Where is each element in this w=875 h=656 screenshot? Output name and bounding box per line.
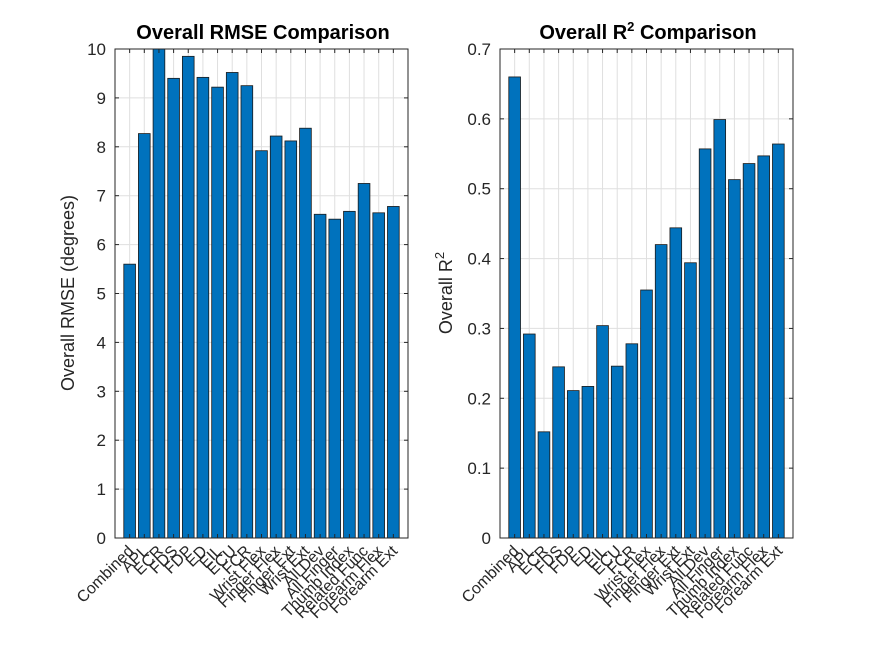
r2-bar [728, 179, 741, 539]
rmse-bar [387, 206, 400, 539]
r2-chart-panel: Overall R2 Comparison 00.10.20.30.40.50.… [432, 19, 794, 622]
r2-bar [713, 119, 727, 539]
rmse-bar [255, 150, 268, 539]
rmse-bar [372, 212, 385, 539]
r2-y-tick-label: 0.2 [467, 389, 491, 408]
r2-bar [566, 390, 580, 539]
rmse-bar [123, 263, 136, 539]
r2-bar [669, 227, 683, 539]
r2-bar [552, 366, 565, 539]
r2-bar [772, 143, 785, 539]
rmse-chart-title: Overall RMSE Comparison [136, 22, 389, 44]
rmse-chart-panel: Overall RMSE Comparison 012345678910Comb… [58, 22, 409, 622]
rmse-y-tick-label: 0 [97, 529, 106, 548]
r2-bar [537, 431, 551, 539]
r2-y-tick-label: 0.6 [467, 110, 491, 129]
rmse-bar [328, 218, 342, 539]
r2-bar [610, 365, 624, 539]
rmse-y-tick-label: 5 [97, 285, 106, 304]
rmse-bar [357, 183, 371, 539]
rmse-y-tick-label: 1 [97, 480, 106, 499]
rmse-plot-area: 012345678910CombinedAPLECRFDSFDPEDEILECU… [74, 40, 409, 622]
r2-title-rest: Comparison [634, 22, 756, 44]
r2-bar [654, 244, 668, 539]
rmse-y-tick-label: 9 [97, 89, 106, 108]
rmse-y-tick-label: 7 [97, 187, 106, 206]
r2-y-tick-label: 0.5 [467, 180, 491, 199]
r2-y-tick-label: 0.3 [467, 319, 491, 338]
r2-bar [596, 325, 609, 539]
r2-bar [640, 289, 653, 539]
rmse-bar [225, 72, 239, 539]
r2-y-tick-label: 0.4 [467, 250, 491, 269]
rmse-y-tick-label: 6 [97, 236, 106, 255]
rmse-bar [211, 86, 224, 539]
rmse-y-tick-label: 8 [97, 138, 106, 157]
r2-y-axis-label: Overall R2 [432, 252, 456, 334]
r2-bar [508, 76, 521, 539]
r2-y-tick-label: 0 [482, 529, 491, 548]
rmse-y-tick-label: 4 [97, 333, 106, 352]
rmse-bar [152, 48, 166, 539]
r2-bar [523, 333, 536, 539]
rmse-bar [343, 210, 356, 539]
rmse-y-axis-label: Overall RMSE (degrees) [58, 195, 78, 391]
r2-bar [742, 163, 756, 539]
rmse-y-tick-label: 3 [97, 382, 106, 401]
r2-title-superscript: 2 [627, 19, 634, 34]
rmse-bar [313, 213, 327, 539]
rmse-bar [196, 76, 210, 539]
rmse-y-tick-label: 10 [87, 40, 106, 59]
rmse-bar [181, 55, 195, 539]
rmse-bar [299, 127, 312, 539]
r2-bar [625, 343, 639, 539]
r2-title-main: Overall R [539, 22, 627, 44]
rmse-bar [167, 77, 180, 539]
r2-bar [684, 262, 697, 539]
r2-ylabel-main: Overall R [436, 259, 456, 334]
r2-y-tick-label: 0.7 [467, 40, 491, 59]
rmse-bar [284, 140, 298, 539]
r2-bar [757, 155, 770, 539]
r2-bar [581, 386, 595, 539]
rmse-bar [269, 135, 283, 539]
r2-ylabel-superscript: 2 [432, 252, 447, 259]
rmse-bar [138, 133, 151, 539]
rmse-bar [240, 85, 254, 539]
r2-y-tick-label: 0.1 [467, 459, 491, 478]
r2-chart-title: Overall R2 Comparison [539, 19, 756, 44]
r2-bar [698, 148, 712, 539]
rmse-y-tick-label: 2 [97, 431, 106, 450]
r2-plot-area: 00.10.20.30.40.50.60.7CombinedAPLECRFDSF… [459, 40, 794, 622]
